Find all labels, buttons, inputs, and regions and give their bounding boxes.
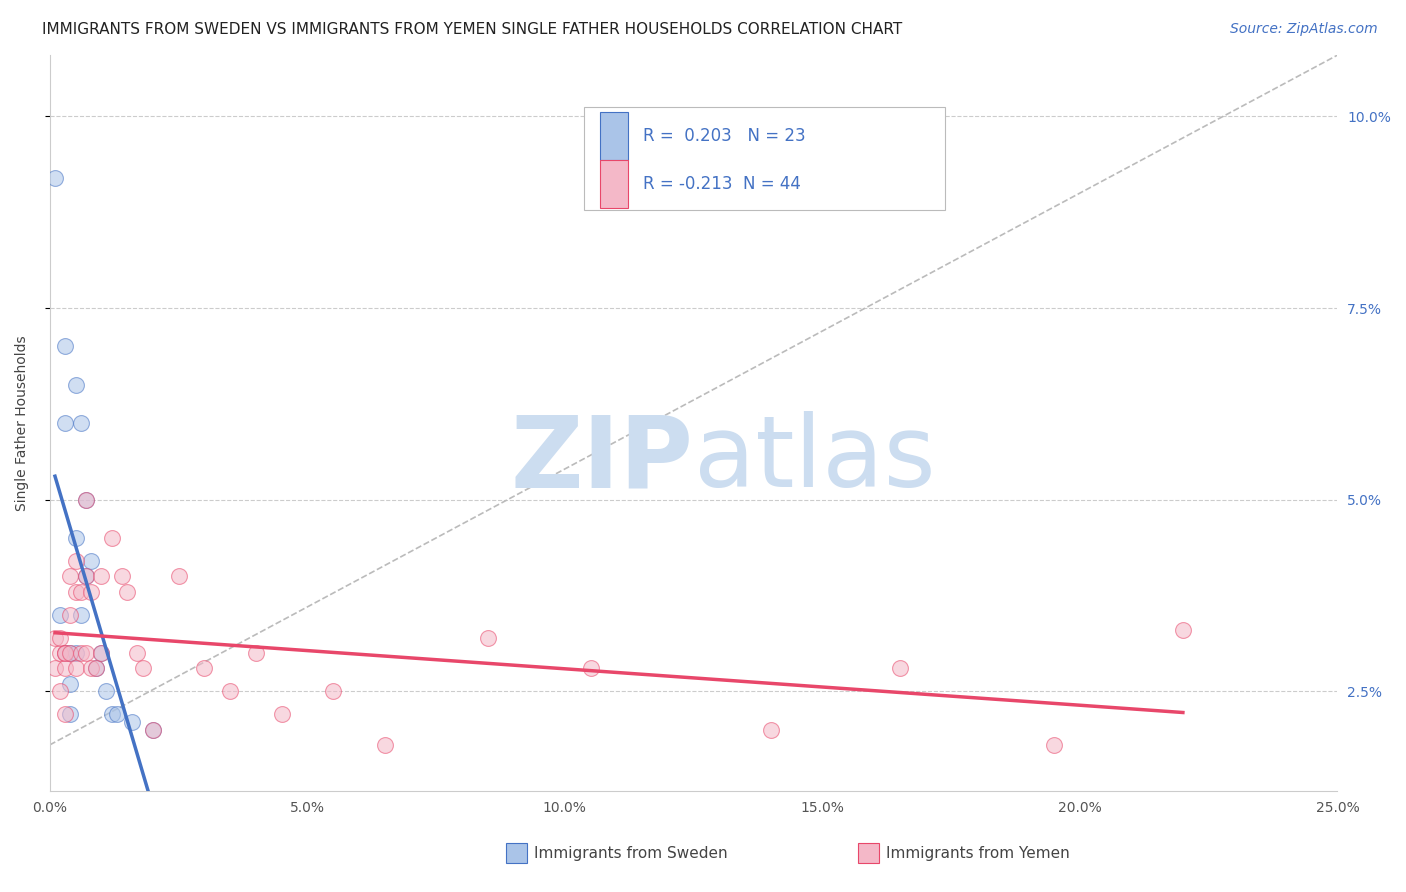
- Point: [1043, 738, 1066, 752]
- Point: [53, 339, 76, 353]
- Text: R =  0.203   N = 23: R = 0.203 N = 23: [644, 127, 806, 145]
- Point: [69, 416, 91, 430]
- Point: [69, 584, 91, 599]
- Point: [80, 554, 103, 568]
- Text: Source: ZipAtlas.com: Source: ZipAtlas.com: [1230, 22, 1378, 37]
- Point: [59, 676, 82, 690]
- Text: Immigrants from Yemen: Immigrants from Yemen: [886, 846, 1070, 861]
- Point: [69, 607, 91, 622]
- Point: [44, 631, 66, 645]
- Point: [759, 723, 782, 737]
- Point: [65, 661, 87, 675]
- Point: [127, 646, 149, 660]
- Point: [100, 707, 122, 722]
- Point: [44, 170, 66, 185]
- Point: [105, 707, 128, 722]
- Point: [65, 377, 87, 392]
- Point: [322, 684, 344, 698]
- Point: [96, 684, 118, 698]
- Point: [75, 646, 97, 660]
- Point: [59, 569, 82, 583]
- Point: [44, 661, 66, 675]
- Point: [53, 707, 76, 722]
- Point: [59, 646, 82, 660]
- Point: [75, 569, 97, 583]
- Point: [84, 661, 107, 675]
- Point: [75, 492, 97, 507]
- Point: [65, 554, 87, 568]
- Y-axis label: Single Father Households: Single Father Households: [15, 335, 30, 511]
- Point: [219, 684, 242, 698]
- Point: [121, 714, 143, 729]
- Point: [889, 661, 911, 675]
- Text: IMMIGRANTS FROM SWEDEN VS IMMIGRANTS FROM YEMEN SINGLE FATHER HOUSEHOLDS CORRELA: IMMIGRANTS FROM SWEDEN VS IMMIGRANTS FRO…: [42, 22, 903, 37]
- Point: [579, 661, 602, 675]
- Bar: [599, 112, 628, 160]
- Point: [80, 584, 103, 599]
- Point: [142, 723, 165, 737]
- Bar: [599, 160, 628, 208]
- Point: [1171, 623, 1194, 637]
- Point: [167, 569, 190, 583]
- Point: [59, 707, 82, 722]
- Text: atlas: atlas: [693, 411, 935, 508]
- Point: [142, 723, 165, 737]
- Point: [270, 707, 292, 722]
- Point: [49, 646, 72, 660]
- Point: [75, 569, 97, 583]
- Point: [59, 646, 82, 660]
- Point: [65, 531, 87, 545]
- Point: [65, 646, 87, 660]
- Point: [131, 661, 153, 675]
- Point: [49, 631, 72, 645]
- Point: [59, 607, 82, 622]
- Point: [90, 646, 112, 660]
- Point: [53, 646, 76, 660]
- Text: ZIP: ZIP: [510, 411, 693, 508]
- Point: [193, 661, 215, 675]
- Point: [111, 569, 134, 583]
- Point: [49, 684, 72, 698]
- Point: [53, 661, 76, 675]
- Point: [477, 631, 499, 645]
- Point: [90, 569, 112, 583]
- Point: [84, 661, 107, 675]
- Point: [90, 646, 112, 660]
- Point: [49, 607, 72, 622]
- Point: [53, 416, 76, 430]
- Text: R = -0.213  N = 44: R = -0.213 N = 44: [644, 175, 801, 193]
- FancyBboxPatch shape: [583, 107, 945, 210]
- Point: [80, 661, 103, 675]
- Point: [374, 738, 396, 752]
- Point: [69, 646, 91, 660]
- Point: [75, 492, 97, 507]
- Point: [53, 646, 76, 660]
- Point: [245, 646, 267, 660]
- Point: [53, 646, 76, 660]
- Point: [100, 531, 122, 545]
- Point: [65, 584, 87, 599]
- Text: Immigrants from Sweden: Immigrants from Sweden: [534, 846, 728, 861]
- Point: [115, 584, 138, 599]
